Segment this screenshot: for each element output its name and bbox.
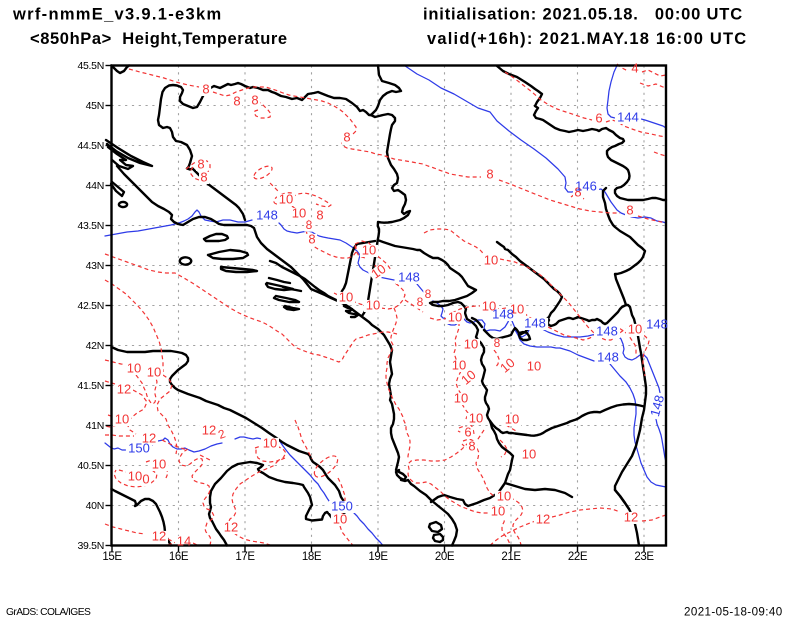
svg-text:12: 12 [117, 382, 131, 397]
svg-text:144: 144 [617, 110, 639, 125]
svg-text:2021-05-18-09:40: 2021-05-18-09:40 [684, 606, 783, 618]
svg-text:10: 10 [366, 298, 380, 313]
svg-text:18E: 18E [302, 551, 322, 563]
svg-text:6: 6 [595, 111, 602, 126]
svg-text:12: 12 [536, 512, 550, 527]
svg-text:12: 12 [202, 423, 216, 438]
svg-text:8: 8 [343, 130, 350, 145]
svg-text:20E: 20E [435, 551, 455, 563]
svg-text:41N: 41N [86, 420, 104, 432]
svg-text:10: 10 [505, 412, 519, 427]
svg-text:wrf-nmmE_v3.9.1-e3km: wrf-nmmE_v3.9.1-e3km [12, 6, 222, 24]
svg-text:10: 10 [497, 489, 511, 504]
svg-text:2: 2 [216, 426, 227, 442]
svg-text:10: 10 [292, 206, 306, 221]
svg-text:39.5N: 39.5N [77, 540, 104, 552]
svg-text:8: 8 [468, 439, 475, 454]
svg-text:10: 10 [362, 243, 376, 258]
svg-text:10: 10 [147, 365, 161, 380]
svg-text:148: 148 [647, 393, 667, 418]
svg-text:4: 4 [631, 61, 638, 76]
svg-text:22E: 22E [568, 551, 588, 563]
svg-text:8: 8 [200, 170, 207, 185]
svg-text:GrADS: COLA/IGES: GrADS: COLA/IGES [6, 607, 91, 618]
svg-text:40N: 40N [86, 500, 104, 512]
svg-text:42.5N: 42.5N [77, 300, 104, 312]
svg-text:14: 14 [177, 534, 191, 549]
svg-text:146: 146 [575, 179, 597, 194]
svg-text:23E: 23E [634, 551, 654, 563]
svg-text:10: 10 [279, 192, 293, 207]
svg-text:8: 8 [425, 287, 432, 301]
svg-text:10: 10 [469, 411, 483, 426]
svg-text:44.5N: 44.5N [77, 140, 104, 152]
svg-text:16E: 16E [169, 551, 189, 563]
svg-text:8: 8 [308, 232, 315, 247]
svg-text:44N: 44N [86, 180, 104, 192]
svg-text:10: 10 [491, 504, 505, 519]
svg-text:42N: 42N [86, 340, 104, 352]
svg-text:12: 12 [152, 529, 166, 544]
svg-text:10: 10 [368, 261, 388, 282]
svg-text:45.5N: 45.5N [77, 60, 104, 72]
svg-text:150: 150 [128, 441, 150, 456]
svg-text:19E: 19E [368, 551, 388, 563]
svg-text:10: 10 [339, 290, 353, 305]
svg-text:8: 8 [233, 94, 240, 109]
svg-text:41.5N: 41.5N [77, 380, 104, 392]
svg-text:8: 8 [626, 203, 633, 218]
svg-text:8: 8 [417, 295, 424, 309]
svg-text:17E: 17E [235, 551, 255, 563]
svg-text:10: 10 [482, 299, 496, 314]
svg-text:8: 8 [494, 336, 501, 350]
svg-text:10: 10 [527, 359, 541, 374]
svg-text:148: 148 [492, 307, 514, 322]
svg-text:45N: 45N [86, 100, 104, 112]
svg-text:10: 10 [152, 457, 166, 472]
svg-text:8: 8 [306, 218, 313, 232]
svg-text:43.5N: 43.5N [77, 220, 104, 232]
svg-text:150: 150 [331, 499, 353, 514]
svg-text:43N: 43N [86, 260, 104, 272]
svg-text:10: 10 [510, 302, 524, 317]
svg-text:8: 8 [197, 157, 204, 172]
svg-text:6: 6 [464, 425, 471, 440]
svg-text:initialisation: 2021.05.18.: initialisation: 2021.05.18. 00:00 UTC [423, 6, 743, 24]
svg-text:148: 148 [256, 208, 278, 223]
svg-text:8: 8 [574, 185, 581, 200]
svg-text:12: 12 [142, 431, 156, 446]
svg-text:10: 10 [128, 469, 142, 484]
svg-text:10: 10 [628, 322, 642, 337]
svg-text:8: 8 [251, 93, 258, 108]
svg-text:10: 10 [127, 361, 141, 376]
svg-text:148: 148 [596, 324, 618, 339]
svg-text:8: 8 [202, 82, 209, 97]
svg-text:10: 10 [454, 391, 468, 406]
svg-text:<850hPa> Height,Temperature: <850hPa> Height,Temperature [30, 30, 288, 48]
svg-text:10: 10 [115, 412, 129, 427]
svg-text:148: 148 [597, 350, 619, 365]
svg-text:148: 148 [398, 270, 420, 285]
svg-text:10: 10 [333, 512, 347, 527]
svg-text:8: 8 [316, 208, 323, 223]
svg-text:10: 10 [464, 337, 478, 352]
svg-text:10: 10 [522, 447, 536, 462]
svg-text:148: 148 [646, 317, 668, 332]
svg-text:12: 12 [624, 510, 638, 525]
svg-text:10: 10 [452, 358, 466, 373]
svg-text:10: 10 [484, 253, 498, 268]
svg-text:0: 0 [142, 472, 149, 487]
svg-text:10: 10 [263, 436, 277, 451]
svg-text:21E: 21E [501, 551, 521, 563]
svg-text:10: 10 [448, 310, 462, 325]
svg-text:148: 148 [524, 316, 546, 331]
svg-text:8: 8 [486, 167, 493, 182]
svg-text:valid(+16h): 2021.MAY.18 16:00: valid(+16h): 2021.MAY.18 16:00 UTC [427, 30, 747, 48]
svg-text:12: 12 [224, 520, 238, 535]
svg-text:15E: 15E [102, 551, 122, 563]
svg-text:40.5N: 40.5N [77, 460, 104, 472]
